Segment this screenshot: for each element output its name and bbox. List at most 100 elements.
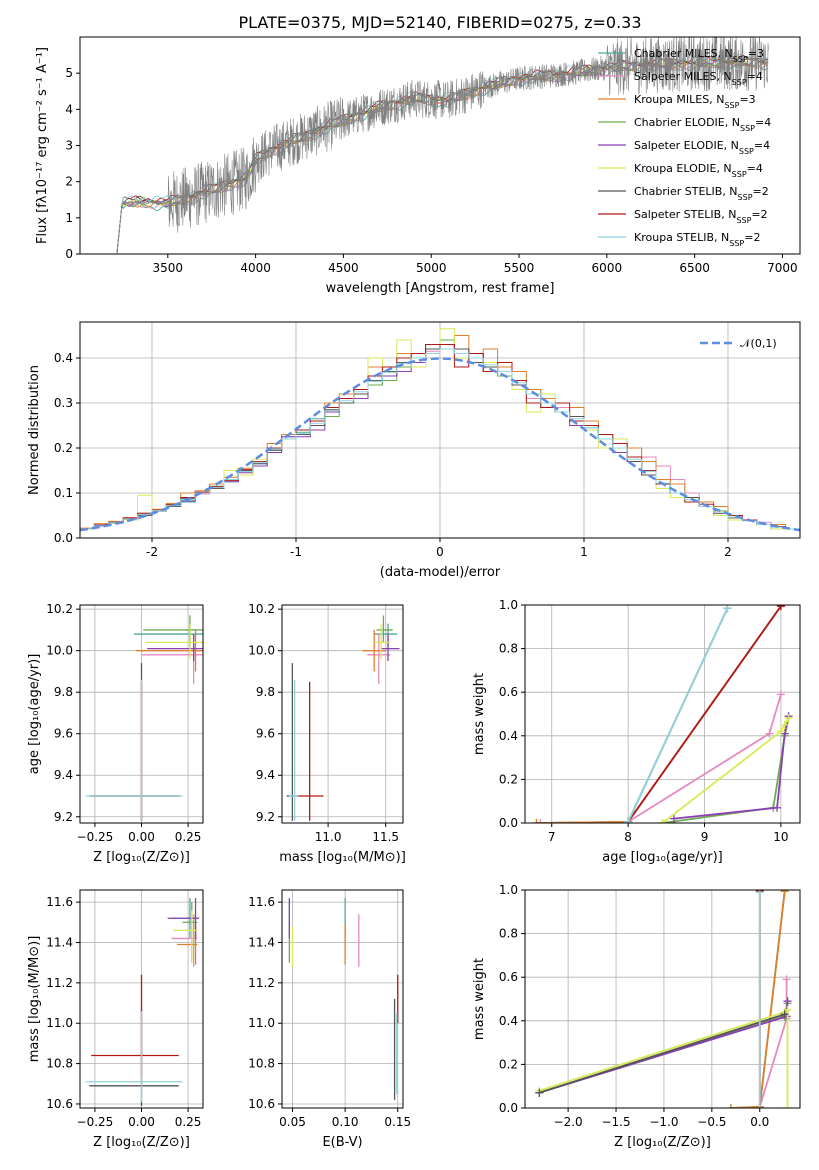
weight-marker	[776, 690, 785, 699]
x-tick-label: 11.0	[315, 830, 342, 844]
weight-marker	[782, 975, 791, 984]
data-point-errorbar	[85, 679, 183, 821]
panel-z-weight: −2.0 −1.5 −1.0 −0.5 0.0 0.0 0.2 0.4 0.6 0.8 1.0 Z […	[472, 883, 801, 1150]
y-axis-label: Flux [fλ10⁻¹⁷ erg cm⁻² s⁻¹ A⁻¹]	[35, 47, 50, 244]
y-tick-label: 0.0	[54, 531, 73, 545]
x-tick-label: -1	[290, 545, 302, 559]
y-tick-label: 10.8	[46, 1057, 73, 1071]
weight-marker	[780, 720, 789, 729]
y-tick-label: 0.6	[499, 970, 518, 984]
weight-marker	[780, 1010, 789, 1019]
axes-frame	[524, 604, 801, 824]
x-axis-label: Z [log₁₀(Z/Z⊙)]	[614, 1135, 711, 1150]
y-tick-label: 3	[65, 139, 73, 153]
figure-title: PLATE=0375, MJD=52140, FIBERID=0275, z=0…	[238, 13, 641, 32]
plot-area-z-age	[80, 605, 203, 823]
y-axis-label: mass [log₁₀(M/M⊙)]	[27, 936, 42, 1063]
weight-marker	[532, 819, 541, 823]
x-axis-label: Z [log₁₀(Z/Z⊙)]	[93, 1135, 190, 1150]
x-tick-label: −0.5	[697, 1115, 726, 1129]
weight-marker	[624, 817, 633, 823]
x-tick-label: −2.0	[554, 1115, 583, 1129]
axes-frame	[79, 36, 801, 255]
data-point-errorbar	[89, 1009, 179, 1106]
data-point-errorbar	[286, 663, 299, 821]
y-tick-label: 0.4	[499, 729, 518, 743]
x-tick-label: 7	[548, 830, 556, 844]
panel-residuals: -2 -1 0 1 2 0.0 0.1 0.2 0.3 0.4 (data-model)/error…	[27, 321, 801, 580]
weight-marker	[536, 819, 545, 823]
legend-series-name: Chabrier MILES	[634, 47, 718, 60]
legend-label: Kroupa MILES, NSSP=3	[634, 93, 756, 110]
y-tick-label: 9.8	[54, 685, 73, 699]
weight-marker	[773, 803, 782, 812]
legend-nssp: 2	[761, 208, 768, 221]
panel-mass-age: 11.0 11.5 9.2 9.4 9.6 9.8 10.0 10.2 mass [log₁₀(…	[248, 602, 405, 865]
y-tick-label: 9.2	[54, 810, 73, 824]
weight-marker	[783, 997, 792, 1006]
plot-area-age-weight	[525, 605, 800, 823]
legend-nssp: 4	[756, 70, 763, 83]
plot-area-spectrum	[116, 37, 769, 254]
x-tick-label: 10	[773, 830, 788, 844]
legend-label: Chabrier STELIB, NSSP=2	[634, 185, 769, 202]
plot-area-ebv-mass	[282, 890, 403, 1108]
data-point-errorbar	[376, 615, 393, 643]
plot-area-mass-age	[282, 605, 403, 823]
y-tick-label: 0.2	[499, 1057, 518, 1071]
weight-line	[627, 605, 782, 823]
plot-area-residuals	[80, 322, 800, 538]
y-tick-label: 0.2	[54, 441, 73, 455]
x-tick-label: 2	[724, 545, 732, 559]
legend-series-name: Salpeter ELODIE	[634, 139, 724, 152]
y-tick-label: 0.0	[499, 816, 518, 830]
y-tick-label: 9.6	[54, 727, 73, 741]
y-axis-label: mass weight	[472, 958, 487, 1040]
x-tick-label: 6000	[592, 261, 623, 275]
y-tick-label: 11.6	[46, 895, 73, 909]
model-line	[116, 61, 769, 254]
x-tick-label: 4500	[328, 261, 359, 275]
x-tick-label: 5500	[504, 261, 535, 275]
x-tick-label: −1.0	[649, 1115, 678, 1129]
y-tick-label: 4	[65, 102, 73, 116]
model-line	[116, 60, 769, 254]
legend-label: Kroupa ELODIE, NSSP=4	[634, 162, 763, 179]
x-axis-label: (data-model)/error	[380, 565, 501, 580]
data-point-errorbar	[91, 681, 181, 821]
axes-frame	[79, 321, 801, 539]
x-tick-label: 0.25	[175, 830, 202, 844]
x-tick-label: 0.25	[175, 1115, 202, 1129]
data-point-errorbar	[381, 634, 400, 662]
y-tick-label: 10.6	[248, 1097, 275, 1111]
legend-series-name: Salpeter MILES	[634, 70, 716, 83]
y-tick-label: 9.4	[54, 768, 73, 782]
x-axis-label: E(B-V)	[322, 1135, 362, 1150]
normal-reference-curve	[80, 357, 800, 532]
x-tick-label: 4000	[240, 261, 271, 275]
axes-frame	[79, 889, 204, 1109]
x-tick-label: -2	[146, 545, 158, 559]
y-tick-label: 0.1	[54, 486, 73, 500]
data-point-errorbar	[143, 615, 203, 643]
x-tick-label: 1	[580, 545, 588, 559]
y-tick-label: 9.2	[256, 810, 275, 824]
legend-label: Salpeter ELODIE, NSSP=4	[634, 139, 770, 156]
weight-marker	[783, 1104, 792, 1108]
y-axis-label: age [log₁₀(age/yr)]	[27, 654, 42, 775]
legend-label: Salpeter MILES, NSSP=4	[634, 70, 763, 87]
x-axis-label: wavelength [Angstrom, rest frame]	[326, 281, 555, 296]
y-tick-label: 11.4	[46, 935, 73, 949]
panel-ebv-mass: 0.05 0.10 0.15 10.6 10.8 11.0 11.2 11.4 11.6 E(B-…	[248, 889, 411, 1150]
data-point-errorbar	[367, 634, 391, 684]
legend-label: 𝒩(0,1)	[740, 337, 777, 350]
legend-nssp: 2	[753, 231, 760, 244]
x-tick-label: 11.5	[372, 830, 399, 844]
weight-line	[730, 890, 786, 1108]
legend-nssp: 4	[756, 162, 763, 175]
legend-series-name: Kroupa MILES	[634, 93, 709, 106]
legend-series-name: Salpeter STELIB	[634, 208, 721, 221]
data-point-errorbar	[288, 679, 299, 821]
x-tick-label: 0.05	[279, 1115, 306, 1129]
x-tick-label: −1.5	[601, 1115, 630, 1129]
